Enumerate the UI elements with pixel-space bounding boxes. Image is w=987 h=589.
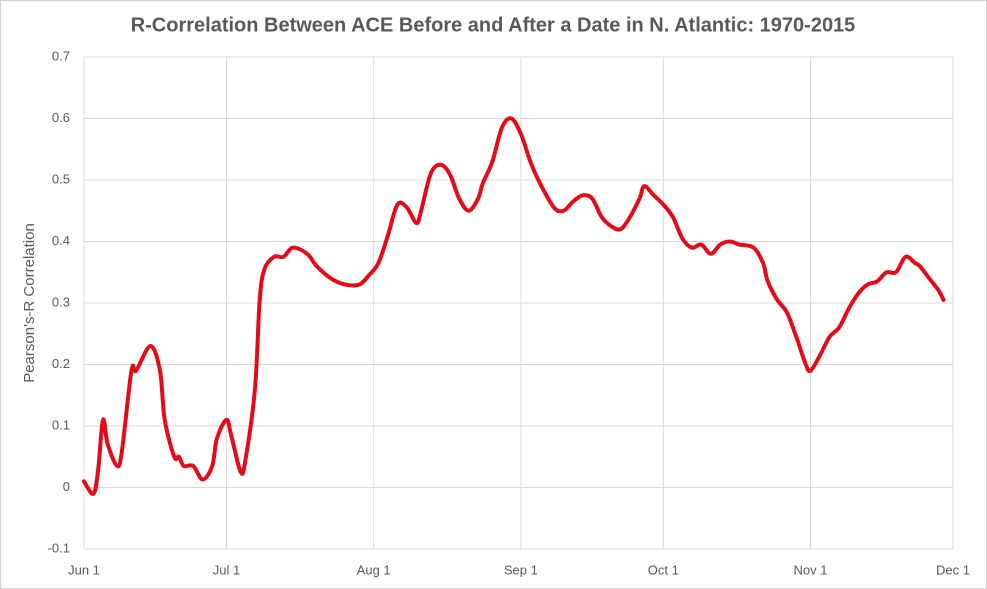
chart-title: R-Correlation Between ACE Before and Aft…: [131, 14, 856, 36]
y-tick-label: 0.3: [52, 294, 70, 309]
y-tick-label: 0.6: [52, 110, 70, 125]
y-tick-label: -0.1: [48, 540, 70, 555]
y-tick-label: 0.7: [52, 48, 70, 63]
x-tick-label: Nov 1: [794, 562, 828, 577]
x-tick-label: Jul 1: [213, 562, 240, 577]
x-tick-label: Jun 1: [68, 562, 100, 577]
data-line: [82, 116, 946, 496]
y-tick-label: 0.2: [52, 356, 70, 371]
y-tick-label: 0.4: [52, 233, 70, 248]
y-tick-label: 0: [63, 479, 70, 494]
x-tick-label: Dec 1: [936, 562, 970, 577]
x-tick-label: Aug 1: [357, 562, 391, 577]
y-axis-title: Pearson's-R Correlation: [21, 223, 38, 383]
x-tick-label: Oct 1: [648, 562, 679, 577]
y-tick-label: 0.5: [52, 171, 70, 186]
x-tick-label: Sep 1: [504, 562, 538, 577]
y-tick-label: 0.1: [52, 417, 70, 432]
